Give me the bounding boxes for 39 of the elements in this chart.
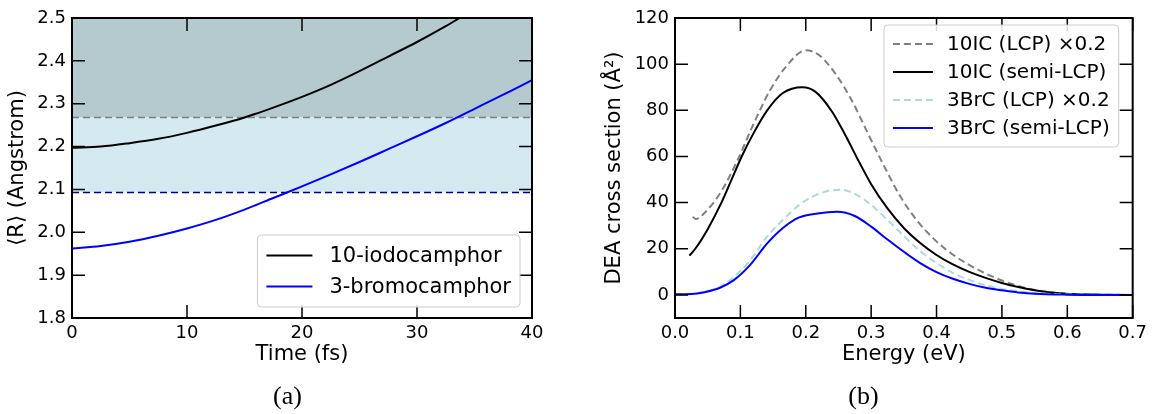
y-tick-label: 120 [634, 5, 669, 27]
x-axis-title: Time (fs) [254, 340, 349, 365]
x-tick-label: 0.4 [922, 321, 951, 343]
y-tick-label: 2.2 [37, 134, 66, 156]
y-tick-label: 20 [646, 236, 669, 258]
y-tick-label: 80 [646, 97, 669, 119]
legend-label: 3BrC (LCP) ×0.2 [946, 87, 1110, 112]
y-tick-label: 60 [646, 144, 669, 166]
y-tick-label: 100 [634, 51, 669, 73]
y-tick-label: 2.3 [37, 91, 66, 113]
x-tick-label: 0.0 [660, 321, 690, 343]
legend-label: 3BrC (semi-LCP) [946, 115, 1110, 140]
x-tick-label: 20 [290, 321, 314, 343]
y-tick-label: 0 [657, 282, 669, 304]
x-tick-label: 30 [405, 321, 429, 343]
text: (b) [847, 381, 880, 411]
x-tick-label: 0.7 [1118, 321, 1148, 343]
y-tick-label: 1.9 [37, 262, 66, 284]
x-tick-label: 0.3 [856, 321, 886, 343]
x-tick-label: 40 [520, 321, 544, 343]
y-axis-title: ⟨R⟩ (Angstrom) [4, 90, 29, 246]
x-axis-title: Energy (eV) [841, 340, 966, 365]
y-tick-label: 40 [646, 190, 669, 212]
y-tick-label: 2.4 [37, 48, 66, 70]
y-tick-label: 2.5 [37, 5, 66, 27]
x-tick-label: 10 [175, 321, 199, 343]
x-tick-label: 0.2 [791, 321, 821, 343]
text: (a) [272, 381, 303, 411]
y-tick-label: 2.1 [37, 177, 66, 199]
legend-label: 3-bromocamphor [329, 273, 512, 298]
legend-label: 10-iodocamphor [329, 242, 502, 267]
legend-label: 10IC (LCP) ×0.2 [946, 31, 1107, 56]
y-tick-label: 1.8 [37, 305, 66, 327]
y-tick-label: 2.0 [37, 219, 66, 241]
x-tick-label: 0.5 [987, 321, 1017, 343]
legend-label: 10IC (semi-LCP) [946, 59, 1107, 84]
x-tick-label: 0.1 [726, 321, 755, 343]
x-tick-label: 0.6 [1052, 321, 1082, 343]
y-axis-title: DEA cross section (Å²) [599, 51, 626, 285]
